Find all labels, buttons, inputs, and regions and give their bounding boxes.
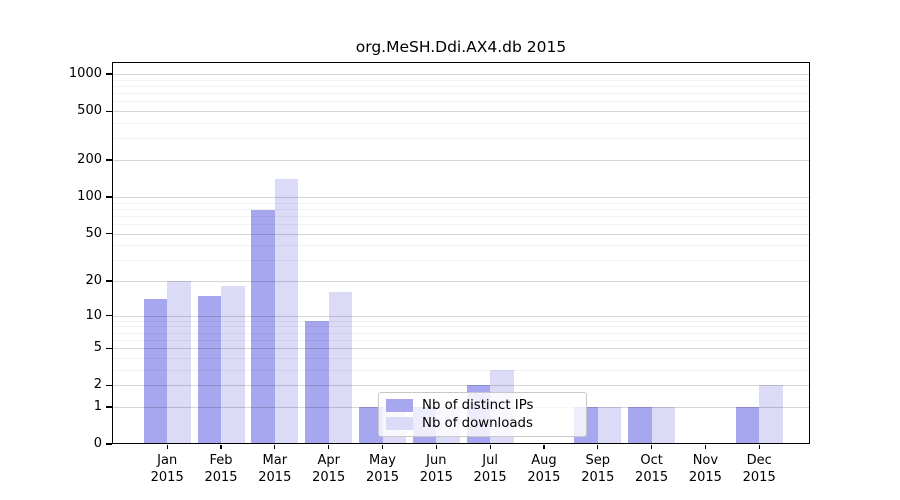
x-tick-mark bbox=[758, 444, 760, 450]
gridline-minor bbox=[113, 93, 809, 95]
y-tick-label: 1 bbox=[93, 398, 102, 414]
y-tick-mark bbox=[106, 443, 112, 445]
gridline-minor bbox=[113, 101, 809, 103]
y-tick-label: 10 bbox=[85, 307, 102, 323]
bar-sep-downloads bbox=[597, 406, 622, 444]
bar-feb-distinct-ips bbox=[197, 295, 221, 444]
x-tick-mark bbox=[166, 444, 168, 450]
y-tick-label: 50 bbox=[85, 225, 102, 241]
y-tick-mark bbox=[106, 196, 112, 198]
x-tick-label: Jun 2015 bbox=[419, 453, 453, 485]
y-tick-label: 5 bbox=[93, 340, 102, 356]
bar-jan-downloads bbox=[167, 281, 191, 444]
bar-oct-downloads bbox=[651, 406, 676, 444]
gridline-minor bbox=[113, 208, 809, 210]
legend-swatch-downloads bbox=[386, 417, 413, 430]
legend: Nb of distinct IPs Nb of downloads bbox=[378, 392, 587, 437]
gridline-minor bbox=[113, 86, 809, 87]
y-tick-label: 2 bbox=[93, 377, 102, 393]
gridline bbox=[113, 196, 809, 198]
gridline-minor bbox=[113, 245, 809, 247]
y-tick-mark bbox=[106, 315, 112, 317]
y-tick-mark bbox=[106, 73, 112, 75]
legend-item-distinct-ips: Nb of distinct IPs bbox=[386, 398, 579, 413]
gridline-minor bbox=[113, 326, 809, 328]
gridline bbox=[113, 111, 809, 113]
bar-feb-downloads bbox=[221, 286, 245, 444]
legend-label-distinct-ips: Nb of distinct IPs bbox=[422, 398, 534, 413]
legend-label-downloads: Nb of downloads bbox=[422, 416, 533, 431]
bar-oct-distinct-ips bbox=[628, 406, 652, 444]
x-tick-mark bbox=[543, 444, 545, 450]
x-tick-mark bbox=[704, 444, 707, 450]
x-tick-mark bbox=[489, 444, 491, 450]
x-tick-label: Sep 2015 bbox=[581, 453, 615, 485]
x-tick-mark bbox=[435, 444, 437, 450]
gridline-minor bbox=[113, 123, 809, 124]
bar-dec-distinct-ips bbox=[735, 406, 760, 444]
x-tick-mark bbox=[597, 444, 599, 450]
bar-jan-distinct-ips bbox=[143, 299, 168, 444]
x-tick-label: Jan 2015 bbox=[150, 453, 184, 485]
gridline-minor bbox=[113, 223, 809, 225]
bar-apr-distinct-ips bbox=[305, 320, 329, 444]
gridline-minor bbox=[113, 320, 809, 322]
bar-mar-distinct-ips bbox=[251, 210, 275, 444]
legend-swatch-distinct-ips bbox=[386, 399, 413, 412]
x-tick-label: Feb 2015 bbox=[204, 453, 238, 485]
y-tick-label: 200 bbox=[77, 152, 102, 167]
bar-dec-downloads bbox=[759, 385, 783, 444]
bar-may-distinct-ips bbox=[359, 406, 383, 444]
x-tick-label: May 2015 bbox=[365, 453, 400, 485]
x-tick-label: Apr 2015 bbox=[312, 453, 346, 485]
gridline bbox=[113, 281, 809, 282]
x-tick-label: Oct 2015 bbox=[635, 453, 669, 485]
y-tick-mark bbox=[106, 347, 112, 349]
x-tick-label: Aug 2015 bbox=[527, 453, 561, 485]
gridline-minor bbox=[113, 202, 809, 204]
y-tick-label: 100 bbox=[77, 188, 102, 204]
gridline-minor bbox=[113, 138, 809, 140]
gridline bbox=[113, 385, 809, 387]
gridline-minor bbox=[113, 369, 809, 371]
x-tick-label: Nov 2015 bbox=[688, 453, 722, 485]
gridline bbox=[113, 160, 809, 161]
gridline-minor bbox=[113, 332, 809, 334]
x-tick-mark bbox=[651, 444, 653, 450]
y-tick-label: 20 bbox=[85, 273, 102, 288]
chart-title: org.MeSH.Ddi.AX4.db 2015 bbox=[355, 38, 567, 56]
y-tick-mark bbox=[106, 110, 112, 112]
gridline-minor bbox=[113, 357, 809, 359]
y-tick-mark bbox=[106, 232, 112, 235]
x-tick-mark bbox=[220, 444, 222, 450]
y-tick-mark bbox=[106, 406, 112, 408]
x-tick-label: Mar 2015 bbox=[258, 453, 292, 485]
bar-mar-downloads bbox=[274, 179, 299, 444]
bar-apr-downloads bbox=[328, 292, 353, 444]
y-tick-label: 0 bbox=[93, 436, 102, 451]
gridline bbox=[113, 348, 809, 350]
gridline bbox=[113, 315, 809, 317]
gridline-minor bbox=[113, 79, 809, 81]
x-tick-label: Jul 2015 bbox=[473, 453, 507, 485]
gridline bbox=[113, 74, 809, 75]
x-tick-mark bbox=[328, 444, 330, 450]
gridline-minor bbox=[113, 260, 809, 262]
x-tick-mark bbox=[381, 444, 384, 450]
x-tick-label: Dec 2015 bbox=[742, 453, 776, 485]
legend-item-downloads: Nb of downloads bbox=[386, 416, 579, 431]
gridline-minor bbox=[113, 339, 809, 341]
gridline-minor bbox=[113, 215, 809, 217]
y-tick-mark bbox=[106, 384, 112, 386]
y-tick-mark bbox=[106, 159, 112, 161]
y-tick-label: 1000 bbox=[68, 66, 102, 81]
gridline bbox=[113, 233, 809, 235]
y-tick-label: 500 bbox=[77, 103, 102, 119]
y-tick-mark bbox=[106, 280, 112, 282]
x-tick-mark bbox=[274, 444, 276, 450]
